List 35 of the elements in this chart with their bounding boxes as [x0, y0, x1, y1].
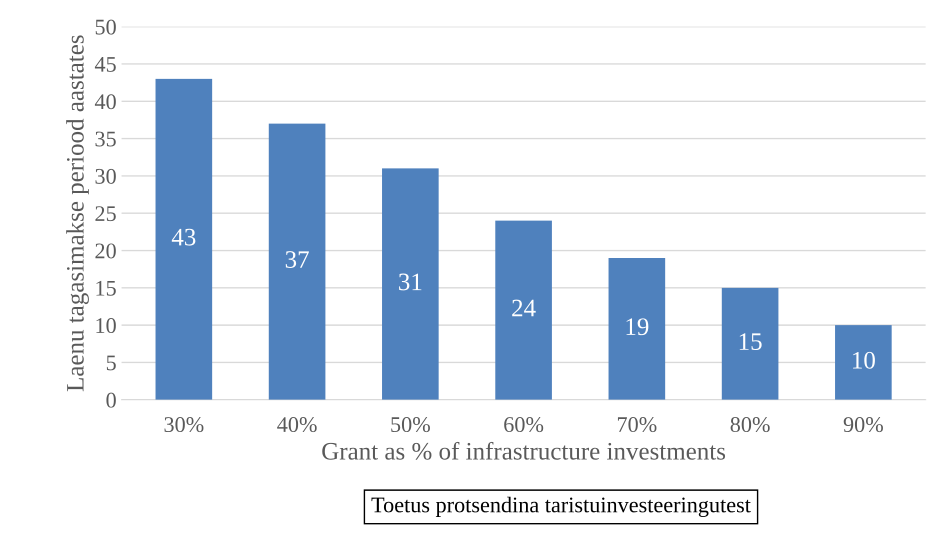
y-axis-title: Laenu tagasimakse periood aastates: [66, 35, 89, 392]
data-label: 37: [286, 251, 309, 268]
data-label: 31: [399, 274, 422, 290]
bar: [722, 288, 778, 400]
y-tick-label: 45: [94, 57, 116, 72]
x-tick-label: 40%: [277, 417, 317, 432]
x-tick-label: 90%: [844, 417, 883, 432]
x-tick-label: 80%: [730, 417, 770, 432]
y-tick-label: 0: [106, 392, 116, 408]
x-axis-title: Grant as % of infrastructure investments: [322, 442, 726, 460]
y-tick-label: 5: [106, 356, 116, 370]
x-tick-label: 30%: [164, 417, 204, 432]
bar: [608, 258, 666, 400]
text: Toetus protsendina taristuinvesteeringutest: [371, 496, 751, 518]
y-tick-label: 15: [96, 280, 116, 296]
y-tick-label: 30: [96, 168, 116, 184]
data-label: 10: [853, 352, 875, 369]
bar: [495, 220, 552, 400]
bar: [382, 168, 439, 400]
bar: [835, 325, 892, 400]
x-tick-label: 70%: [618, 417, 656, 432]
y-tick-label: 10: [96, 318, 116, 334]
bar: [268, 124, 326, 400]
y-tick-label: 50: [96, 20, 116, 35]
bar: [156, 78, 212, 400]
x-tick-label: 60%: [504, 417, 544, 432]
data-label: 43: [172, 228, 196, 246]
data-label: 24: [512, 300, 536, 316]
y-tick-label: 40: [94, 94, 116, 110]
data-label: 19: [626, 318, 648, 336]
data-label: 15: [740, 333, 762, 350]
y-tick-label: 25: [95, 206, 116, 222]
y-tick-label: 35: [96, 132, 116, 147]
x-tick-label: 50%: [391, 417, 430, 432]
y-tick-label: 20: [95, 243, 116, 258]
